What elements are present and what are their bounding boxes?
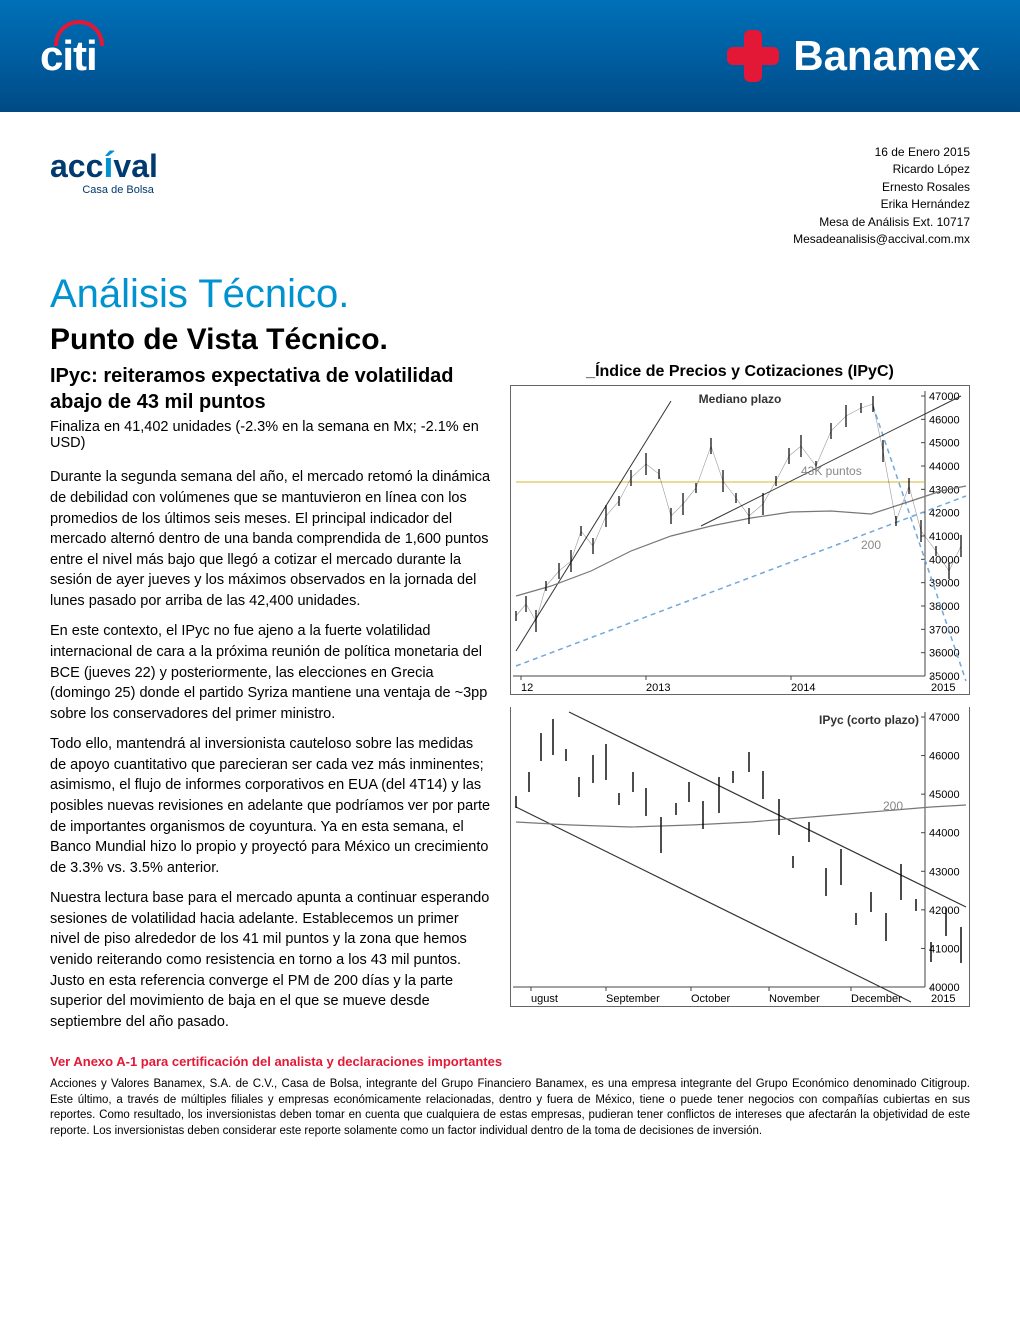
svg-text:38000: 38000 [929, 601, 960, 613]
two-col: IPyc: reiteramos expectativa de volatili… [50, 363, 970, 1032]
svg-text:46000: 46000 [929, 751, 960, 763]
chart1-svg: 3500036000370003800039000400004100042000… [511, 386, 969, 696]
svg-text:45000: 45000 [929, 438, 960, 450]
chart1-subtitle: Mediano plazo [699, 392, 782, 406]
section-label: Análisis Técnico. [50, 272, 970, 317]
para-4: Nuestra lectura base para el mercado apu… [50, 888, 492, 1032]
svg-text:44000: 44000 [929, 461, 960, 473]
chart1: 3500036000370003800039000400004100042000… [510, 385, 970, 695]
chart1-annot-43k: 43K puntos [801, 464, 862, 478]
svg-text:ugust: ugust [531, 993, 558, 1005]
meta-author2: Ernesto Rosales [793, 179, 970, 196]
main-title: Punto de Vista Técnico. [50, 323, 970, 357]
svg-text:2013: 2013 [646, 682, 670, 694]
subheading: IPyc: reiteramos expectativa de volatili… [50, 363, 492, 415]
meta-author3: Erika Hernández [793, 196, 970, 213]
svg-text:September: September [606, 993, 660, 1005]
disclaimer: Acciones y Valores Banamex, S.A. de C.V.… [50, 1077, 970, 1139]
para-2: En este contexto, el IPyc no fue ajeno a… [50, 621, 492, 724]
svg-text:2014: 2014 [791, 682, 815, 694]
svg-text:42000: 42000 [929, 508, 960, 520]
footer-link[interactable]: Ver Anexo A-1 para certificación del ana… [50, 1054, 970, 1069]
accival-text-1: acc [50, 148, 103, 184]
top-row: accíval Casa de Bolsa 16 de Enero 2015 R… [50, 144, 970, 248]
svg-text:October: October [691, 993, 730, 1005]
citi-logo: citi [40, 32, 97, 80]
svg-text:43000: 43000 [929, 867, 960, 879]
svg-text:47000: 47000 [929, 391, 960, 403]
document-meta: 16 de Enero 2015 Ricardo López Ernesto R… [793, 144, 970, 248]
banamex-logo-text: Banamex [793, 32, 980, 80]
svg-text:42000: 42000 [929, 905, 960, 917]
banamex-icon [727, 30, 779, 82]
chart2-title: IPyc (corto plazo) [819, 713, 919, 727]
chart1-annot-200: 200 [861, 538, 881, 552]
meta-author1: Ricardo López [793, 161, 970, 178]
chart1-title: _Índice de Precios y Cotizaciones (IPyC) [510, 363, 970, 381]
para-1: Durante la segunda semana del año, el me… [50, 467, 492, 611]
meta-email: Mesadeanalisis@accival.com.mx [793, 231, 970, 248]
svg-text:12: 12 [521, 682, 533, 694]
accival-caret: í [103, 144, 113, 185]
meta-date: 16 de Enero 2015 [793, 144, 970, 161]
left-col: IPyc: reiteramos expectativa de volatili… [50, 363, 492, 1032]
right-col: _Índice de Precios y Cotizaciones (IPyC)… [510, 363, 970, 1032]
svg-text:2015: 2015 [931, 993, 955, 1005]
svg-text:44000: 44000 [929, 828, 960, 840]
svg-text:37000: 37000 [929, 625, 960, 637]
svg-text:2015: 2015 [931, 682, 955, 694]
chart2-annot-200: 200 [883, 799, 903, 813]
accival-block: accíval Casa de Bolsa [50, 144, 158, 196]
svg-text:40000: 40000 [929, 555, 960, 567]
svg-text:November: November [769, 993, 820, 1005]
svg-text:41000: 41000 [929, 944, 960, 956]
citi-arc-icon [54, 20, 104, 46]
accival-text-2: val [113, 148, 157, 184]
svg-text:39000: 39000 [929, 578, 960, 590]
accival-logo: accíval [50, 144, 158, 186]
svg-text:45000: 45000 [929, 789, 960, 801]
page-body: accíval Casa de Bolsa 16 de Enero 2015 R… [0, 118, 1020, 1159]
banamex-logo: Banamex [727, 30, 980, 82]
meta-desk: Mesa de Análisis Ext. 10717 [793, 214, 970, 231]
chart2: 4000041000420004300044000450004600047000… [510, 707, 970, 1007]
chart2-svg: 4000041000420004300044000450004600047000… [511, 707, 969, 1007]
svg-text:December: December [851, 993, 902, 1005]
header-bar: citi Banamex [0, 0, 1020, 118]
svg-text:47000: 47000 [929, 712, 960, 724]
svg-text:46000: 46000 [929, 415, 960, 427]
svg-text:41000: 41000 [929, 531, 960, 543]
closing-line: Finaliza en 41,402 unidades (-2.3% en la… [50, 419, 492, 451]
para-3: Todo ello, mantendrá al inversionista ca… [50, 734, 492, 878]
